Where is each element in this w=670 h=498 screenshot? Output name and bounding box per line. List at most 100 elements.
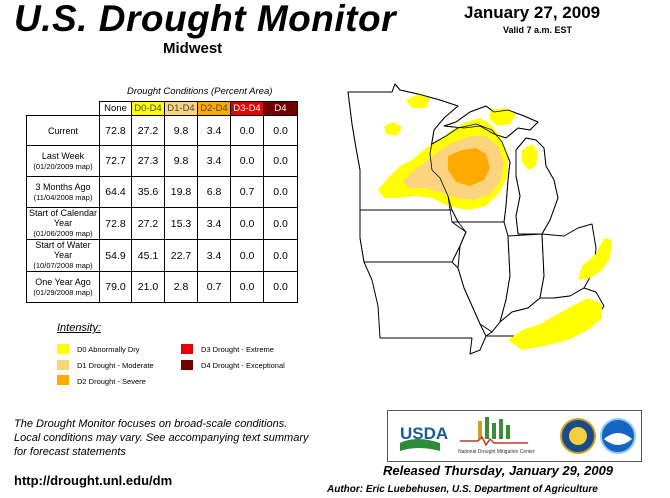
table-cell: 0.0 <box>263 271 298 303</box>
row-label-text: Start of Water Year <box>35 240 91 260</box>
legend-swatch-d3 <box>181 344 193 354</box>
col-header-d2-d4: D2-D4 <box>197 101 231 116</box>
legend-label-d1: D1 Drought - Moderate <box>77 361 154 370</box>
table-row: 3 Months Ago (11/04/2008 map) 64.4 35.6 1… <box>26 176 298 208</box>
disclaimer-line: for forecast statements <box>14 446 126 458</box>
row-label-text: Last Week <box>41 150 85 161</box>
legend-label-d4: D4 Drought - Exceptional <box>201 361 285 370</box>
table-cell: 0.0 <box>263 207 298 240</box>
table-cell: 27.3 <box>131 145 165 177</box>
table-cell: 19.8 <box>164 176 198 208</box>
logos-graphic: USDA National Drought Mitigation Center <box>400 417 636 455</box>
table-cell: 45.1 <box>131 239 165 272</box>
partner-logos: USDA National Drought Mitigation Center <box>387 410 642 462</box>
table-cell: 0.0 <box>263 145 298 177</box>
map-date: January 27, 2009 <box>464 3 601 22</box>
table-cell: 72.8 <box>99 115 132 146</box>
table-cell: 3.4 <box>197 239 231 272</box>
author-credit: Author: Eric Luebehusen, U.S. Department… <box>327 484 598 495</box>
drought-areas <box>378 94 612 350</box>
table-cell: 3.4 <box>197 115 231 146</box>
legend-swatch-d1 <box>57 360 69 370</box>
row-label: Last Week (01/20/2009 map) <box>26 145 100 177</box>
table-cell: 79.0 <box>99 271 132 303</box>
table-cell: 35.6 <box>131 176 165 208</box>
table-cell: 27.2 <box>131 115 165 146</box>
table-header-row: None D0-D4 D1-D4 D2-D4 D3-D4 D4 <box>27 101 298 116</box>
website-url[interactable]: http://drought.unl.edu/dm <box>14 473 173 488</box>
disclaimer-note: The Drought Monitor focuses on broad-sca… <box>14 417 308 459</box>
state-missouri <box>363 261 487 355</box>
col-header-d3-d4: D3-D4 <box>230 101 264 116</box>
region-name: Midwest <box>163 40 223 57</box>
noaa-bird-icon <box>604 433 632 445</box>
col-header-d4: D4 <box>263 101 298 116</box>
table-cell: 0.0 <box>263 115 298 146</box>
row-label-sub: (01/20/2009 map) <box>33 161 93 171</box>
table-cell: 0.0 <box>230 115 264 146</box>
table-cell: 2.8 <box>164 271 198 303</box>
table-cell: 21.0 <box>131 271 165 303</box>
table-cell: 0.0 <box>263 239 298 272</box>
release-date: Released Thursday, January 29, 2009 <box>383 463 614 478</box>
table-cell: 54.9 <box>99 239 132 272</box>
ndmc-logo-text: National Drought Mitigation Center <box>458 449 535 455</box>
d0-area <box>384 122 402 136</box>
d0-area <box>578 238 612 280</box>
row-label-sub: (10/07/2008 map) <box>33 261 93 270</box>
usda-logo: USDA <box>400 424 448 443</box>
midwest-map <box>347 83 612 355</box>
legend-swatch-d2 <box>57 375 69 385</box>
ndmc-logo: National Drought Mitigation Center <box>458 417 535 455</box>
table-cell: 6.8 <box>197 176 231 208</box>
table-cell: 72.8 <box>99 207 132 240</box>
table-cell: 64.4 <box>99 176 132 208</box>
state-iowa <box>359 209 467 263</box>
table-row: Last Week (01/20/2009 map) 72.7 27.3 9.8 … <box>26 145 298 177</box>
table-cell: 15.3 <box>164 207 198 240</box>
disclaimer-line: Local conditions may vary. See accompany… <box>14 432 309 444</box>
row-label-text: 3 Months Ago <box>35 181 91 192</box>
table-cell: 0.0 <box>230 271 264 303</box>
usda-swoosh-icon <box>400 439 440 451</box>
row-label: Current <box>26 115 100 146</box>
table-cell: 0.7 <box>230 176 264 208</box>
d0-area <box>406 94 430 108</box>
row-label-sub: (01/06/2009 map) <box>33 229 93 238</box>
d0-area <box>490 108 516 126</box>
table-cell: 3.4 <box>197 145 231 177</box>
legend-label-d2: D2 Drought - Severe <box>77 377 146 386</box>
table-cell: 3.4 <box>197 207 231 240</box>
d2-area <box>448 148 490 186</box>
col-header-d0-d4: D0-D4 <box>131 101 165 116</box>
row-label-text: One Year Ago <box>35 276 91 287</box>
table-row: Current 72.8 27.2 9.8 3.4 0.0 0.0 <box>26 115 298 146</box>
table-caption: Drought Conditions (Percent Area) <box>127 86 273 97</box>
valid-time: Valid 7 a.m. EST <box>503 25 573 35</box>
row-label: 3 Months Ago (11/04/2008 map) <box>26 176 100 208</box>
row-label: Start of Calendar Year (01/06/2009 map) <box>26 207 100 240</box>
doc-seal-center-icon <box>569 427 587 445</box>
legend-swatch-d4 <box>181 360 193 370</box>
table-cell: 22.7 <box>164 239 198 272</box>
table-cell: 27.2 <box>131 207 165 240</box>
col-header-d1-d4: D1-D4 <box>164 101 198 116</box>
drought-conditions-table: None D0-D4 D1-D4 D2-D4 D3-D4 D4 Current … <box>26 101 298 303</box>
table-cell: 0.0 <box>230 239 264 272</box>
row-label: One Year Ago (01/29/2008 map) <box>26 271 100 303</box>
table-cell: 0.0 <box>263 176 298 208</box>
row-label-sub: (11/04/2008 map) <box>33 192 93 202</box>
row-label-sub: (01/29/2008 map) <box>33 287 93 297</box>
table-row: One Year Ago (01/29/2008 map) 79.0 21.0 2… <box>26 271 298 303</box>
table-corner <box>27 102 100 116</box>
legend-label-d3: D3 Drought - Extreme <box>201 345 274 354</box>
col-header-none: None <box>99 101 132 116</box>
table-cell: 0.0 <box>230 207 264 240</box>
table-cell: 9.8 <box>164 145 198 177</box>
disclaimer-line: The Drought Monitor focuses on broad-sca… <box>14 418 288 430</box>
legend-title: Intensity: <box>57 322 102 334</box>
state-ohio <box>539 223 597 299</box>
row-label-text: Current <box>47 125 78 136</box>
legend-label-d0: D0 Abnormally Dry <box>77 345 140 354</box>
table-row: Start of Calendar Year (01/06/2009 map) 7… <box>26 207 298 240</box>
